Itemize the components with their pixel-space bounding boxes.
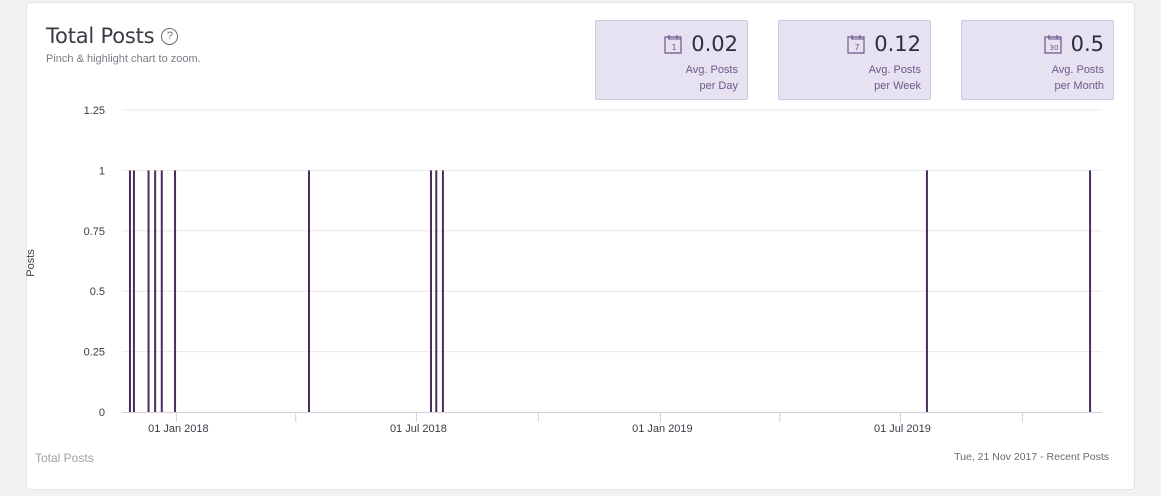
chart-date-range: Tue, 21 Nov 2017 - Recent Posts — [954, 451, 1109, 463]
title-row: Total Posts ? — [46, 24, 179, 48]
stat-label-day-line2: per Day — [699, 80, 738, 92]
post-bar[interactable] — [147, 170, 150, 412]
post-bar[interactable] — [132, 170, 135, 412]
stat-value-month: 0.5 — [1070, 32, 1104, 56]
stat-value-day: 0.02 — [691, 32, 738, 56]
stat-label-month-line2: per Month — [1054, 80, 1104, 92]
stat-per-day: 1 0.02 Avg. Posts per Day — [595, 20, 748, 100]
chart-footer-label: Total Posts — [35, 451, 94, 465]
grid-layer — [122, 109, 1102, 413]
y-tick-label: 1.25 — [84, 105, 105, 117]
y-tick-label: 0 — [99, 407, 105, 419]
stat-per-month: 30 0.5 Avg. Posts per Month — [961, 20, 1114, 100]
post-bar[interactable] — [154, 170, 157, 412]
y-tick-label: 0.75 — [84, 226, 105, 238]
post-bar[interactable] — [160, 170, 163, 412]
stat-label-week-line1: Avg. Posts — [868, 64, 921, 76]
x-tick-label: 01 Jan 2019 — [632, 423, 693, 435]
post-bar[interactable] — [435, 170, 438, 412]
post-bar[interactable] — [128, 170, 131, 412]
x-tick-label: 01 Jan 2018 — [148, 423, 209, 435]
chart-subtitle: Pinch & highlight chart to zoom. — [46, 53, 201, 65]
y-tick-label: 1 — [99, 165, 105, 177]
stat-label-week-line2: per Week — [874, 80, 921, 92]
y-tick-label: 0.25 — [84, 347, 105, 359]
calendar-30-icon: 30 — [1043, 35, 1062, 54]
stat-label-day: Avg. Posts per Day — [686, 62, 738, 94]
stat-value-week: 0.12 — [874, 32, 921, 56]
stat-per-week: 7 0.12 Avg. Posts per Week — [778, 20, 931, 100]
calendar-1-icon-text: 1 — [672, 43, 677, 52]
calendar-7-icon: 7 — [847, 35, 865, 54]
post-bar[interactable] — [441, 170, 444, 412]
post-bar[interactable] — [925, 170, 928, 412]
y-tick-label: 0.5 — [90, 286, 105, 298]
stat-label-week: Avg. Posts per Week — [869, 62, 921, 94]
post-bar[interactable] — [1089, 170, 1092, 412]
tick-layer: 0 0.25 0.5 0.75 1 1.25 01 Jan 2018 01 Jul 2018 0… — [84, 105, 1023, 435]
stat-label-day-line1: Avg. Posts — [685, 64, 738, 76]
post-bar[interactable] — [429, 170, 432, 412]
bar-layer — [128, 170, 1092, 412]
stat-label-month-line1: Avg. Posts — [1051, 64, 1104, 76]
post-bar[interactable] — [174, 170, 177, 412]
page-title: Total Posts — [46, 24, 155, 48]
stat-label-month: Avg. Posts per Month — [1052, 62, 1104, 94]
calendar-1-icon: 1 — [664, 35, 682, 54]
post-bar[interactable] — [307, 170, 310, 412]
calendar-30-icon-text: 30 — [1049, 44, 1058, 52]
x-tick-label: 01 Jul 2018 — [390, 423, 447, 435]
x-tick-label: 01 Jul 2019 — [874, 423, 931, 435]
calendar-7-icon-text: 7 — [855, 43, 860, 52]
help-icon[interactable]: ? — [161, 27, 179, 45]
total-posts-card — [26, 2, 1135, 490]
